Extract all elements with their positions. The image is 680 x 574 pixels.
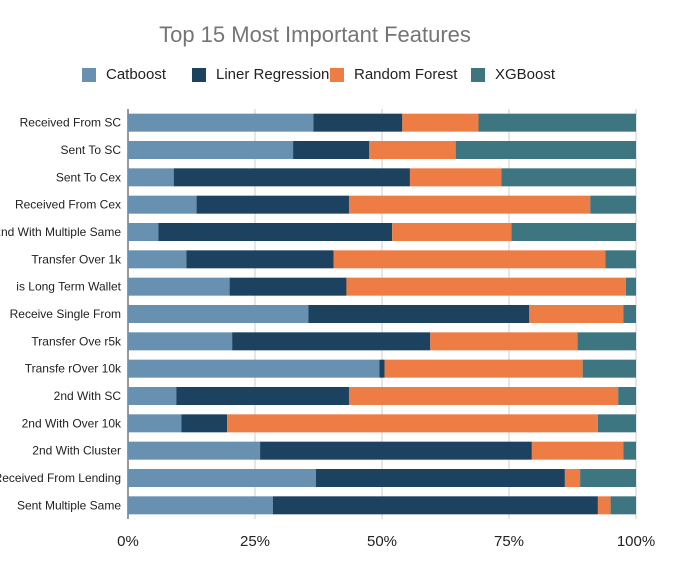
chart-title: Top 15 Most Important Features bbox=[159, 22, 471, 47]
bar-segment bbox=[582, 359, 636, 378]
bar-segment bbox=[348, 387, 619, 405]
bar-segment bbox=[181, 414, 228, 433]
y-tick-label: 2nd With Over 10k bbox=[22, 416, 122, 430]
bar-segment bbox=[272, 496, 598, 515]
bar-segment bbox=[384, 359, 583, 378]
bar-segment bbox=[186, 250, 334, 269]
bar-segment bbox=[128, 469, 316, 487]
bar-segment bbox=[478, 113, 636, 132]
bar-segment bbox=[128, 223, 159, 241]
bar-segment bbox=[348, 195, 591, 214]
bar-segment bbox=[308, 305, 530, 323]
y-tick-label: Sent To Cex bbox=[56, 170, 121, 184]
x-tick-label: 75% bbox=[494, 533, 524, 550]
x-tick-label: 100% bbox=[617, 533, 655, 550]
bar-segment bbox=[232, 332, 431, 351]
bar-segment bbox=[173, 168, 410, 187]
bar-segment bbox=[455, 141, 636, 159]
legend-swatch bbox=[330, 67, 344, 82]
legend-label: Liner Regression bbox=[216, 66, 330, 83]
bar-segment bbox=[590, 195, 636, 214]
bar-segment bbox=[128, 414, 182, 433]
bar-segment bbox=[564, 469, 581, 487]
y-tick-label: Sent Multiple Same bbox=[17, 498, 121, 512]
bar-segment bbox=[623, 441, 636, 460]
bar-segment bbox=[128, 332, 233, 351]
legend-item: Random Forest bbox=[330, 66, 457, 83]
bar-segment bbox=[409, 168, 502, 187]
bar-segment bbox=[128, 387, 177, 405]
bar-segment bbox=[260, 441, 532, 460]
y-tick-label: Received From Cex bbox=[15, 198, 121, 212]
y-tick-label: Transfe rOver 10k bbox=[25, 362, 122, 376]
bar-segment bbox=[128, 113, 314, 132]
bar-segment bbox=[346, 277, 626, 296]
x-tick-label: 0% bbox=[117, 533, 139, 550]
bar-segment bbox=[128, 359, 380, 378]
legend-label: Random Forest bbox=[354, 66, 458, 83]
bar-segment bbox=[580, 469, 636, 487]
legend-label: Catboost bbox=[106, 66, 167, 83]
legend-swatch bbox=[82, 67, 96, 82]
bar-segment bbox=[529, 305, 624, 323]
y-tick-label: 2nd With Cluster bbox=[32, 444, 121, 458]
bar-segment bbox=[402, 113, 479, 132]
bar-segment bbox=[128, 496, 273, 515]
bar-segment bbox=[315, 469, 565, 487]
bar-segment bbox=[227, 414, 598, 433]
y-tick-label: is Long Term Wallet bbox=[16, 280, 121, 294]
legend-swatch bbox=[471, 67, 485, 82]
bar-segment bbox=[623, 305, 636, 323]
bar-segment bbox=[128, 250, 187, 269]
bar-segment bbox=[501, 168, 636, 187]
bar-segment bbox=[618, 387, 636, 405]
bar-segment bbox=[128, 195, 197, 214]
bar-segment bbox=[577, 332, 636, 351]
y-tick-label: Transfer Over 1k bbox=[31, 252, 122, 266]
bar-segment bbox=[605, 250, 636, 269]
bar-segment bbox=[392, 223, 512, 241]
bar-segment bbox=[196, 195, 349, 214]
y-tick-label: 2nd With SC bbox=[54, 389, 122, 403]
bar-segment bbox=[511, 223, 636, 241]
bar-segment bbox=[597, 496, 611, 515]
x-tick-label: 25% bbox=[240, 533, 270, 550]
x-tick-label: 50% bbox=[367, 533, 397, 550]
bar-segment bbox=[379, 359, 385, 378]
legend-item: Catboost bbox=[82, 66, 166, 83]
legend-item: Liner Regression bbox=[192, 66, 329, 83]
y-tick-label: Transfer Ove r5k bbox=[31, 334, 122, 348]
bar-segment bbox=[128, 141, 294, 159]
bar-segment bbox=[597, 414, 636, 433]
y-tick-label: 2nd With Multiple Same bbox=[0, 225, 121, 239]
bar-segment bbox=[128, 305, 309, 323]
legend-label: XGBoost bbox=[495, 66, 556, 83]
y-tick-label: Received From SC bbox=[20, 116, 122, 130]
bar-segment bbox=[333, 250, 606, 269]
legend-swatch bbox=[192, 67, 206, 82]
bar-segment bbox=[531, 441, 624, 460]
bar-segment bbox=[176, 387, 349, 405]
bar-segment bbox=[128, 441, 261, 460]
bar-segment bbox=[313, 113, 403, 132]
y-tick-label: Receive Single From bbox=[10, 307, 121, 321]
bar-segment bbox=[625, 277, 636, 296]
y-tick-label: Received From Lending bbox=[0, 471, 121, 485]
bar-segment bbox=[158, 223, 393, 241]
legend-item: XGBoost bbox=[471, 66, 555, 83]
bar-segment bbox=[293, 141, 370, 159]
bar-segment bbox=[229, 277, 347, 296]
bar-segment bbox=[610, 496, 636, 515]
bar-segment bbox=[430, 332, 578, 351]
bar-segment bbox=[128, 168, 174, 187]
bar-segment bbox=[128, 277, 230, 296]
y-tick-label: Sent To SC bbox=[61, 143, 122, 157]
bar-segment bbox=[369, 141, 456, 159]
